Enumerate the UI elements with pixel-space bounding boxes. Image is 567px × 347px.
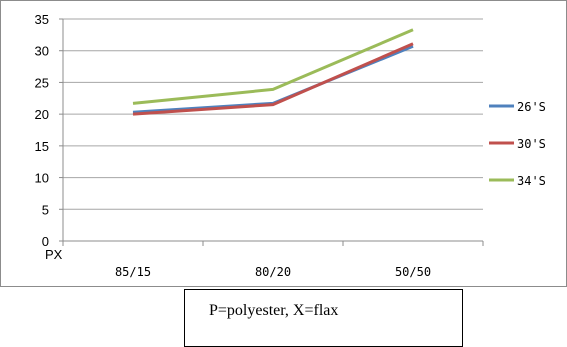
series-line: [132, 42, 414, 116]
x-tick-label: 50/50: [395, 265, 431, 279]
note-text: P=polyester, X=flax: [209, 302, 339, 319]
y-tick-label: 5: [42, 202, 49, 217]
y-tick-label: 10: [35, 171, 49, 186]
line-chart: 0 5 10 15 20 25 30 35 85/15 80/20 50/50 26'S 30'S 34…: [35, 12, 546, 279]
y-tick-label: 15: [35, 139, 49, 154]
chart-area: 0 5 10 15 20 25 30 35 85/15 80/20 50/50 26'S 30'S 34…: [0, 0, 567, 287]
x-tick-label: 80/20: [255, 265, 291, 279]
legend-note-box: P=polyester, X=flax: [184, 289, 463, 347]
y-tick-label: 30: [35, 44, 49, 59]
x-tick-label: 85/15: [115, 265, 151, 279]
y-tick-label: 20: [35, 107, 49, 122]
legend-label: 26'S: [517, 100, 546, 114]
x-axis-title: PX: [45, 247, 63, 262]
y-tick-label: 25: [35, 75, 49, 90]
y-tick-label: 35: [35, 12, 49, 27]
legend-label: 30'S: [517, 137, 546, 151]
y-tick-label: 0: [42, 234, 49, 249]
series-line: [132, 44, 414, 114]
series-line: [132, 28, 414, 105]
legend-label: 34'S: [517, 174, 546, 188]
